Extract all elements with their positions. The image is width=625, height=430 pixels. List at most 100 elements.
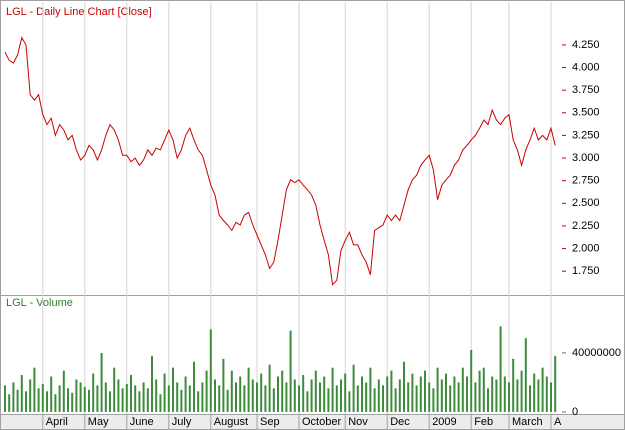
volume-bar [361,376,363,412]
volume-bar [314,370,317,412]
y-tick-label: 2.000 [572,242,600,254]
volume-bar [117,379,120,412]
volume-bar [4,385,6,412]
volume-bar [54,394,57,412]
volume-bar [281,370,284,412]
volume-bar [222,358,225,412]
x-tick-label: October [302,416,341,428]
volume-bar [8,394,11,412]
x-tick-label: June [130,416,154,428]
volume-bar [46,391,48,412]
volume-bar [113,367,116,412]
volume-bar [440,379,443,412]
volume-bar [155,379,158,412]
volume-bar [100,352,103,412]
volume-bar [382,385,384,412]
volume-bar [25,391,27,412]
volume-bar [545,376,548,412]
volume-bar [142,382,145,412]
volume-bar [264,385,267,412]
volume-bar [298,385,300,412]
volume-bar [230,370,233,412]
volume-bar [407,382,410,412]
x-tick-label: Feb [474,416,493,428]
price-line [4,36,556,286]
volume-bar [159,394,162,412]
volume-bar [482,367,485,412]
volume-bar [193,361,195,412]
volume-bar [310,379,313,412]
volume-bar [386,376,389,412]
y-tick-label: 3.250 [572,129,600,141]
volume-bar [394,388,397,412]
volume-bar [83,386,86,412]
x-tick-label: Nov [348,416,368,428]
volume-bar [524,338,527,412]
volume-bar [390,370,393,412]
volume-bar [499,326,502,412]
volume-bar [369,367,372,412]
volume-bar [163,373,166,412]
volume-bar [319,382,321,412]
volume-bar [335,385,338,412]
x-tick-label: April [46,416,68,428]
volume-bar [58,385,61,412]
volume-bar [197,391,200,412]
volume-bar [491,376,494,412]
volume-bar [96,385,99,412]
volume-bar [432,388,435,412]
volume-bar [289,330,292,412]
volume-bar [306,391,309,412]
volume-bar [172,367,174,412]
volume-bar [209,329,212,412]
volume-bar [529,385,531,412]
volume-bar [487,388,489,412]
y-tick-label: 4.000 [572,61,600,73]
volume-bar [512,358,515,412]
volume-bar [453,376,456,412]
volume-bar [495,379,498,412]
volume-bar [180,389,183,412]
volume-bar [226,389,229,412]
price-title: LGL - Daily Line Chart [Close] [6,6,152,18]
y-tick-label: 0 [572,406,578,418]
volume-bar [403,361,405,412]
volume-bar [214,379,216,412]
x-tick-label: Sep [260,416,280,428]
y-tick-label: 3.000 [572,152,600,164]
volume-bar [377,379,380,412]
volume-bar [37,388,40,412]
volume-bar [541,367,544,412]
volume-bar [50,376,53,412]
volume-bar [260,373,263,412]
volume-bar [516,379,519,412]
volume-bar [419,376,422,412]
x-axis-strip [1,414,624,429]
volume-bar [449,385,452,412]
volume-bar [104,382,107,412]
volume-bar [373,388,376,412]
volume-bar [268,364,271,412]
volume-bar [151,355,153,412]
volume-bar [20,375,23,412]
y-tick-label: 3.500 [572,107,600,119]
volume-bar [340,379,342,412]
volume-bar [62,370,65,412]
volume-bar [167,385,170,412]
volume-title: LGL - Volume [6,297,73,309]
volume-bar [428,382,431,412]
volume-bar [554,355,557,412]
volume-bar [251,379,254,412]
volume-bar [365,382,368,412]
volume-bar [466,376,468,412]
volume-bar [256,382,258,412]
volume-bar [218,385,221,412]
x-tick-label: Dec [390,416,410,428]
volume-bar [205,370,208,412]
volume-bar [331,367,334,412]
volume-bar [92,373,95,412]
volume-bar [533,373,536,412]
volume-bar [138,391,141,412]
volume-bar [67,388,69,412]
